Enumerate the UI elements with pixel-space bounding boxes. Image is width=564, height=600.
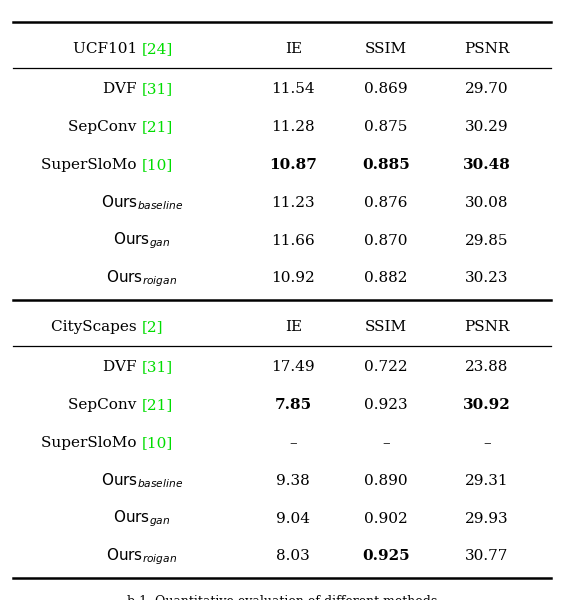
Text: $\mathrm{Ours}_{\mathit{gan}}$: $\mathrm{Ours}_{\mathit{gan}}$ [113, 508, 170, 529]
Text: 11.23: 11.23 [271, 196, 315, 210]
Text: 30.92: 30.92 [463, 398, 511, 412]
Text: b 1. Quantitative evaluation of different methods: b 1. Quantitative evaluation of differen… [127, 593, 437, 600]
Text: SepConv: SepConv [68, 120, 142, 134]
Text: [21]: [21] [142, 398, 173, 412]
Text: [24]: [24] [142, 42, 173, 56]
Text: 0.925: 0.925 [362, 550, 409, 563]
Text: DVF: DVF [103, 361, 142, 374]
Text: 0.882: 0.882 [364, 271, 408, 286]
Text: $\mathrm{Ours}_{\mathit{roigan}}$: $\mathrm{Ours}_{\mathit{roigan}}$ [106, 268, 177, 289]
Text: [10]: [10] [142, 436, 173, 450]
Text: CityScapes: CityScapes [51, 320, 142, 334]
Text: IE: IE [285, 42, 302, 56]
Text: SSIM: SSIM [365, 320, 407, 334]
Text: –: – [483, 436, 491, 450]
Text: PSNR: PSNR [464, 320, 509, 334]
Text: 30.48: 30.48 [463, 158, 511, 172]
Text: 0.875: 0.875 [364, 120, 408, 134]
Text: $\mathrm{Ours}_{\mathit{roigan}}$: $\mathrm{Ours}_{\mathit{roigan}}$ [106, 546, 177, 566]
Text: 8.03: 8.03 [276, 550, 310, 563]
Text: 10.87: 10.87 [269, 158, 317, 172]
Text: $\mathrm{Ours}_{\mathit{baseline}}$: $\mathrm{Ours}_{\mathit{baseline}}$ [100, 472, 183, 490]
Text: 11.28: 11.28 [271, 120, 315, 134]
Text: –: – [289, 436, 297, 450]
Text: 30.08: 30.08 [465, 196, 509, 210]
Text: 29.31: 29.31 [465, 474, 509, 488]
Text: 9.38: 9.38 [276, 474, 310, 488]
Text: 7.85: 7.85 [275, 398, 312, 412]
Text: 11.54: 11.54 [271, 82, 315, 97]
Text: 0.902: 0.902 [364, 512, 408, 526]
Text: PSNR: PSNR [464, 42, 509, 56]
Text: 29.70: 29.70 [465, 82, 509, 97]
Text: [2]: [2] [142, 320, 163, 334]
Text: 0.885: 0.885 [362, 158, 409, 172]
Text: 0.870: 0.870 [364, 233, 408, 248]
Text: 0.869: 0.869 [364, 82, 408, 97]
Text: 30.77: 30.77 [465, 550, 509, 563]
Text: 0.923: 0.923 [364, 398, 408, 412]
Text: 10.92: 10.92 [271, 271, 315, 286]
Text: 9.04: 9.04 [276, 512, 310, 526]
Text: $\mathrm{Ours}_{\mathit{baseline}}$: $\mathrm{Ours}_{\mathit{baseline}}$ [100, 193, 183, 212]
Text: SuperSloMo: SuperSloMo [41, 158, 142, 172]
Text: UCF101: UCF101 [73, 42, 142, 56]
Text: [10]: [10] [142, 158, 173, 172]
Text: 29.85: 29.85 [465, 233, 509, 248]
Text: 23.88: 23.88 [465, 361, 509, 374]
Text: 30.23: 30.23 [465, 271, 509, 286]
Text: 11.66: 11.66 [271, 233, 315, 248]
Text: [31]: [31] [142, 82, 173, 97]
Text: [21]: [21] [142, 120, 173, 134]
Text: IE: IE [285, 320, 302, 334]
Text: SuperSloMo: SuperSloMo [41, 436, 142, 450]
Text: 0.722: 0.722 [364, 361, 408, 374]
Text: SepConv: SepConv [68, 398, 142, 412]
Text: 17.49: 17.49 [271, 361, 315, 374]
Text: [31]: [31] [142, 361, 173, 374]
Text: 30.29: 30.29 [465, 120, 509, 134]
Text: $\mathrm{Ours}_{\mathit{gan}}$: $\mathrm{Ours}_{\mathit{gan}}$ [113, 230, 170, 251]
Text: DVF: DVF [103, 82, 142, 97]
Text: –: – [382, 436, 390, 450]
Text: SSIM: SSIM [365, 42, 407, 56]
Text: 0.890: 0.890 [364, 474, 408, 488]
Text: 0.876: 0.876 [364, 196, 408, 210]
Text: 29.93: 29.93 [465, 512, 509, 526]
